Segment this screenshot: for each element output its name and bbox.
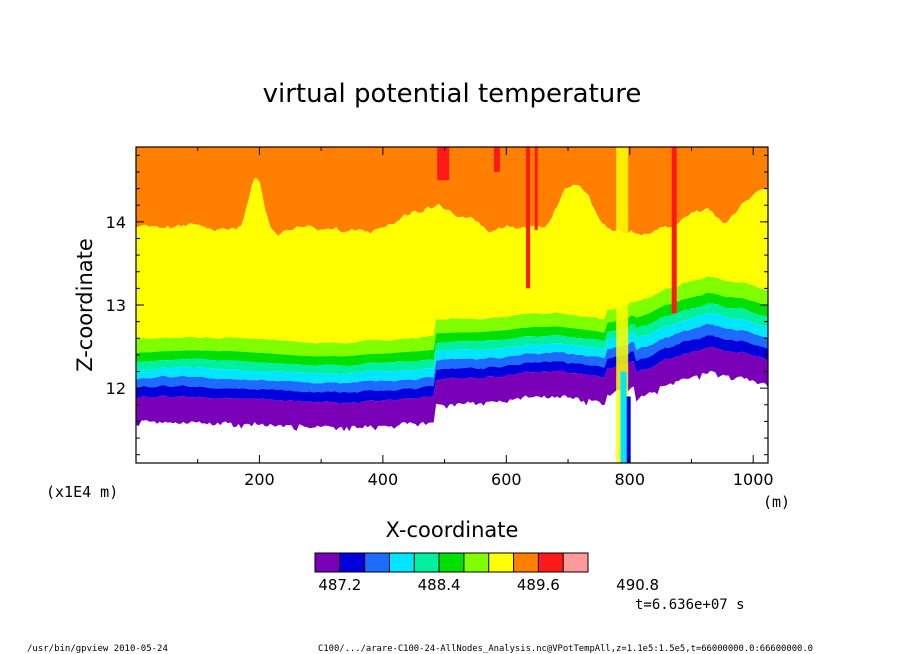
colorbar-swatch bbox=[414, 553, 440, 572]
vertical-disturbance bbox=[626, 396, 631, 463]
chart-title: virtual potential temperature bbox=[263, 79, 642, 109]
band-mint bbox=[136, 303, 768, 375]
band-lightblue bbox=[136, 323, 768, 393]
band-red-streak bbox=[493, 147, 500, 172]
band-red-streak bbox=[534, 147, 538, 231]
colorbar-tick-label: 490.8 bbox=[616, 576, 659, 594]
band-lime bbox=[136, 276, 768, 357]
colorbar-swatch bbox=[315, 553, 341, 572]
x-tick-label: 600 bbox=[491, 470, 522, 489]
y-tick-label: 12 bbox=[106, 379, 126, 398]
x-tick-label: 1000 bbox=[733, 470, 774, 489]
colorbar-swatch bbox=[563, 553, 589, 572]
y-tick-label: 13 bbox=[106, 296, 126, 315]
y-axis: 12 13 14 bbox=[106, 154, 768, 456]
band-purple bbox=[136, 346, 768, 432]
plot-area bbox=[136, 147, 768, 463]
x-unit-label: (m) bbox=[763, 493, 790, 511]
colorbar-swatch bbox=[488, 553, 514, 572]
colorbar-tick-label: 488.4 bbox=[418, 576, 461, 594]
colorbar-frame bbox=[314, 552, 589, 573]
band-red-streak bbox=[671, 147, 677, 314]
y-unit-label: (x1E4 m) bbox=[46, 483, 118, 501]
x-tick-label: 800 bbox=[614, 470, 645, 489]
band-yellow bbox=[136, 178, 768, 344]
band-blue bbox=[136, 335, 768, 404]
colorbar-swatch bbox=[389, 553, 415, 572]
colorbar-swatch bbox=[439, 553, 465, 572]
colorbar-tick-label: 489.6 bbox=[517, 576, 560, 594]
band-green bbox=[136, 292, 768, 366]
colorbar-swatch bbox=[339, 553, 365, 572]
colorbar-swatch bbox=[513, 553, 539, 572]
band-cyan bbox=[136, 313, 768, 384]
footer-left: /usr/bin/gpview 2010-05-24 bbox=[27, 644, 168, 654]
band-red-streak bbox=[526, 147, 531, 289]
colorbar-swatch bbox=[463, 553, 490, 572]
contour-bands bbox=[136, 147, 768, 463]
colorbar-tick-label: 487.2 bbox=[318, 576, 361, 594]
x-tick-label: 400 bbox=[368, 470, 399, 489]
time-label: t=6.636e+07 s bbox=[635, 597, 745, 613]
x-tick-label: 200 bbox=[244, 470, 275, 489]
colorbar-swatch bbox=[538, 553, 564, 572]
colorbar-swatch bbox=[364, 553, 390, 572]
y-tick-label: 14 bbox=[106, 213, 126, 232]
x-axis: 200 400 600 800 1000 bbox=[197, 147, 774, 489]
x-axis-title: X-coordinate bbox=[386, 518, 519, 542]
colorbar: 487.2 488.4 489.6 490.8 bbox=[314, 552, 659, 594]
footer-right: C100/.../arare-C100-24-AllNodes_Analysis… bbox=[318, 644, 813, 654]
band-orange bbox=[136, 147, 768, 237]
band-red-streak bbox=[437, 147, 450, 181]
y-axis-title: Z-coordinate bbox=[73, 238, 97, 372]
vertical-disturbance bbox=[620, 371, 627, 463]
